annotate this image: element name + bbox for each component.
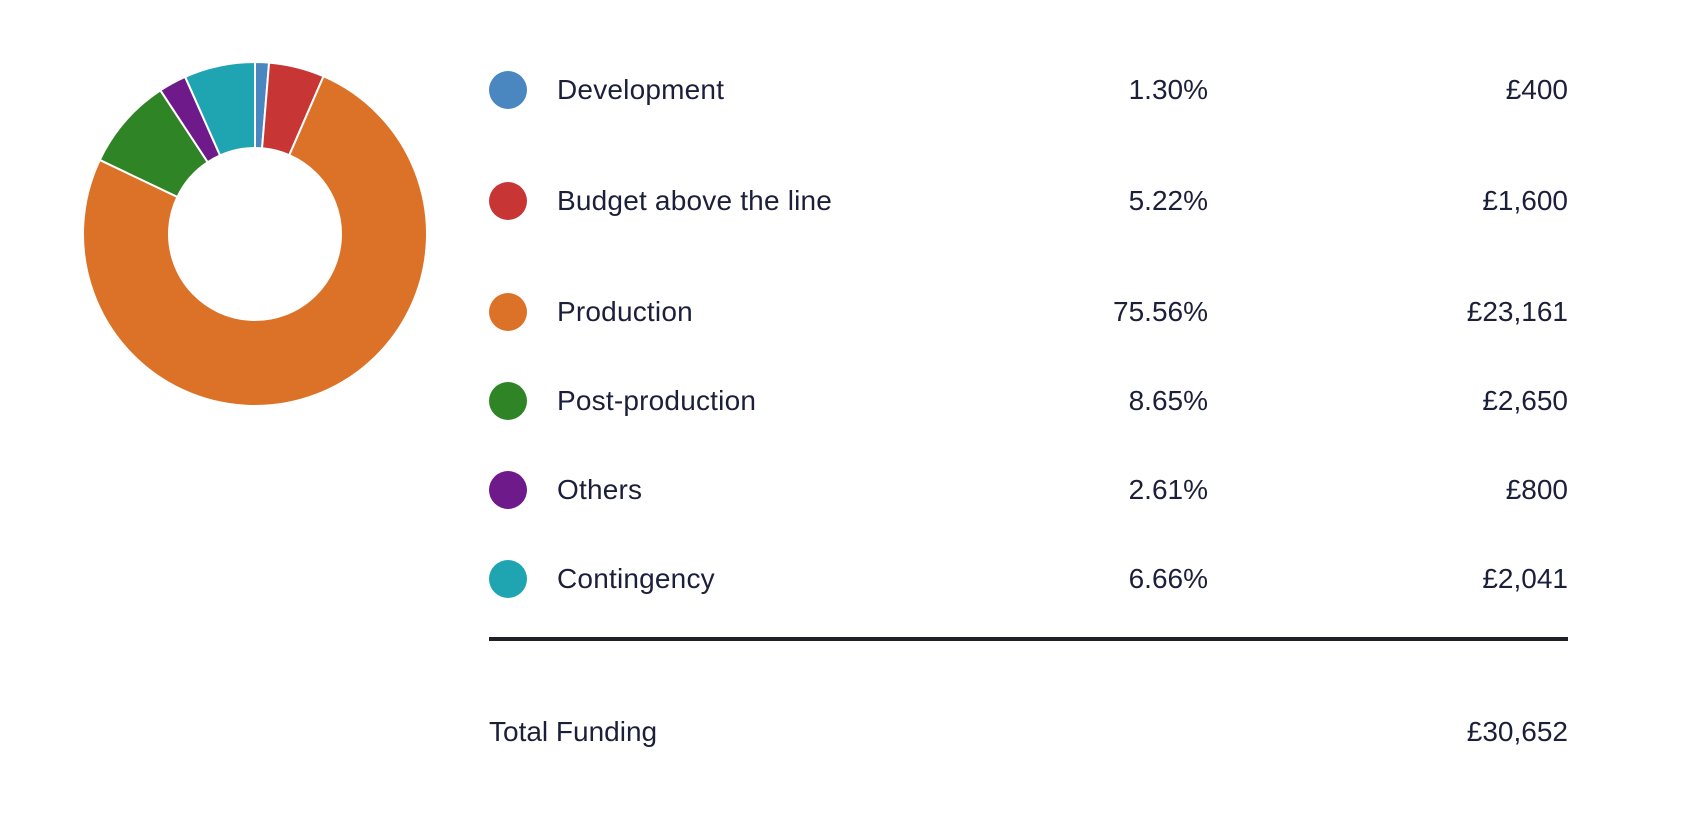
row-percent: 1.30%: [1128, 73, 1208, 105]
total-label: Total Funding: [489, 716, 658, 747]
row-label: Development: [557, 73, 725, 105]
row-amount: £400: [1505, 73, 1568, 105]
row-percent: 75.56%: [1113, 295, 1208, 327]
funding-table: Development 1.30% £400 Budget above the …: [489, 45, 1568, 777]
table-row: Others 2.61% £800: [489, 445, 1568, 534]
donut-chart: [82, 60, 428, 407]
row-amount: £2,650: [1482, 384, 1568, 416]
total-amount: £30,652: [1466, 716, 1568, 747]
row-percent: 8.65%: [1128, 384, 1208, 416]
row-label: Contingency: [557, 562, 715, 594]
donut-slice-production: [82, 74, 428, 407]
row-label: Production: [557, 295, 693, 327]
row-amount: £23,161: [1466, 295, 1568, 327]
legend-dot-production: [489, 292, 527, 331]
legend-dot-contingency: [489, 559, 527, 598]
legend-dot-post-production: [489, 381, 527, 420]
table-row: Production 75.56% £23,161: [489, 267, 1568, 356]
table-row: Post-production 8.65% £2,650: [489, 356, 1568, 445]
table-row: Development 1.30% £400: [489, 45, 1568, 134]
row-percent: 2.61%: [1128, 473, 1208, 505]
row-amount: £1,600: [1482, 184, 1568, 216]
row-percent: 6.66%: [1128, 562, 1208, 594]
row-percent: 5.22%: [1128, 184, 1208, 216]
table-row: Contingency 6.66% £2,041: [489, 534, 1568, 623]
donut-slice-contingency: [183, 60, 256, 157]
legend-dot-others: [489, 470, 527, 509]
row-label: Budget above the line: [557, 184, 833, 216]
row-amount: £2,041: [1482, 562, 1568, 594]
legend-dot-development: [489, 70, 527, 109]
legend-dot-budget-above-the-line: [489, 181, 527, 220]
table-row: Budget above the line 5.22% £1,600: [489, 134, 1568, 267]
row-amount: £800: [1505, 473, 1568, 505]
total-divider: [489, 637, 1568, 641]
row-label: Others: [557, 473, 643, 505]
row-label: Post-production: [557, 384, 757, 416]
total-row: Total Funding £30,652: [489, 687, 1568, 777]
